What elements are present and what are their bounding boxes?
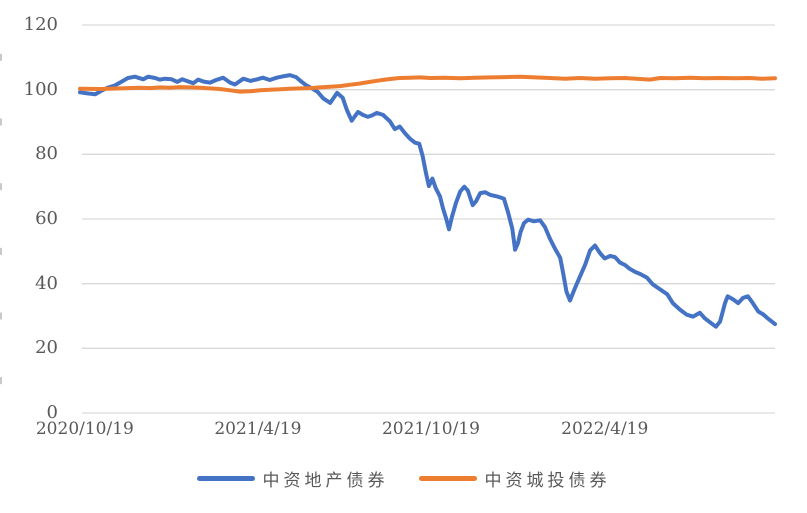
legend-label: 中资地产债券 (262, 470, 389, 491)
y-tick-label: 120 (23, 14, 58, 35)
y-tick-label: 40 (35, 272, 58, 294)
x-tick-label: 2021/10/19 (381, 419, 480, 439)
series-line-1 (78, 74, 777, 94)
y-tick-label: 60 (35, 208, 58, 229)
y-tick-label: 0 (46, 402, 58, 423)
legend-item-property-bonds: 中资地产债券 (196, 466, 389, 491)
y-tick-label: 100 (23, 78, 58, 100)
y-tick-label: 80 (35, 143, 58, 165)
legend-line-sample-orange (418, 475, 477, 481)
x-tick-label: 2020/10/19 (35, 419, 134, 439)
series-line-0 (78, 73, 777, 329)
y-tick-label: 20 (35, 337, 58, 359)
legend-line-sample-blue (196, 475, 255, 481)
legend-label: 中资城投债券 (484, 470, 611, 491)
legend: 中资地产债券 中资城投债券 (0, 464, 807, 492)
legend-item-lgfv-bonds: 中资城投债券 (418, 466, 611, 491)
x-tick-label: 2021/4/19 (214, 419, 302, 439)
x-tick-label: 2022/4/19 (561, 419, 649, 439)
